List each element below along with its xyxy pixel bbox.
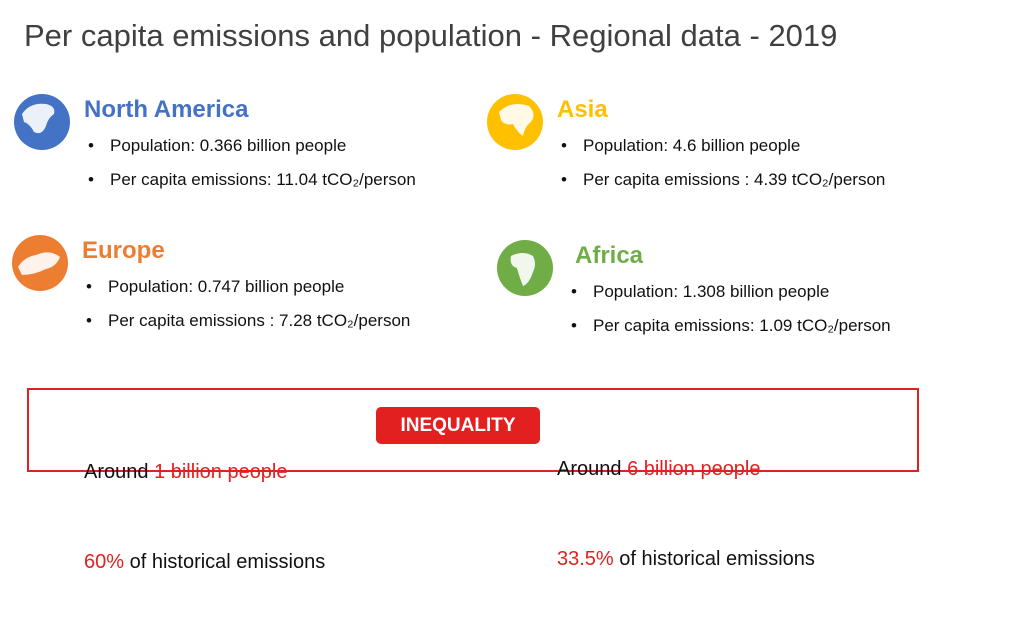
region-name: North America	[84, 96, 249, 123]
bullet: Population: 4.6 billion people	[561, 136, 885, 170]
text: Around	[557, 458, 628, 480]
bullet: Population: 0.747 billion people	[86, 277, 410, 311]
globe-icon	[12, 235, 68, 291]
bullet: Population: 1.308 billion people	[571, 282, 891, 316]
highlight: 33.5%	[557, 548, 614, 570]
region-name: Asia	[557, 96, 608, 123]
summary-box: Around 1 billion people 60% of historica…	[27, 388, 919, 573]
region-name: Africa	[575, 242, 644, 269]
text: Around	[84, 461, 155, 483]
bullet: Per capita emissions: 11.04 tCO₂/person	[88, 170, 416, 204]
globe-icon	[14, 94, 70, 150]
page: Per capita emissions and population - Re…	[0, 0, 1024, 475]
bullet-list: Population: 0.366 billion people Per cap…	[88, 136, 416, 204]
highlight: 6 billion people	[627, 458, 761, 480]
bullet: Per capita emissions : 4.39 tCO₂/person	[561, 170, 885, 204]
summary-right: Around 6 billion people 33.5% of histori…	[557, 394, 815, 634]
region-name: Europe	[82, 237, 165, 264]
badge: INEQUALITY	[376, 407, 540, 444]
bullet: Per capita emissions: 1.09 tCO₂/person	[571, 316, 891, 350]
bullet-list: Population: 1.308 billion people Per cap…	[571, 282, 891, 350]
globe-icon	[487, 94, 543, 150]
globe-icon	[497, 240, 553, 296]
text: of historical emissions	[124, 551, 326, 573]
text: of historical emissions	[613, 548, 815, 570]
title: Per capita emissions and population - Re…	[24, 18, 838, 53]
bullet: Per capita emissions : 7.28 tCO₂/person	[86, 311, 410, 345]
bullet: Population: 0.366 billion people	[88, 136, 416, 170]
bullet-list: Population: 4.6 billion people Per capit…	[561, 136, 885, 204]
bullet-list: Population: 0.747 billion people Per cap…	[86, 277, 410, 345]
highlight: 60%	[84, 551, 125, 573]
highlight: 1 billion people	[154, 461, 288, 483]
summary-left: Around 1 billion people 60% of historica…	[84, 397, 325, 637]
